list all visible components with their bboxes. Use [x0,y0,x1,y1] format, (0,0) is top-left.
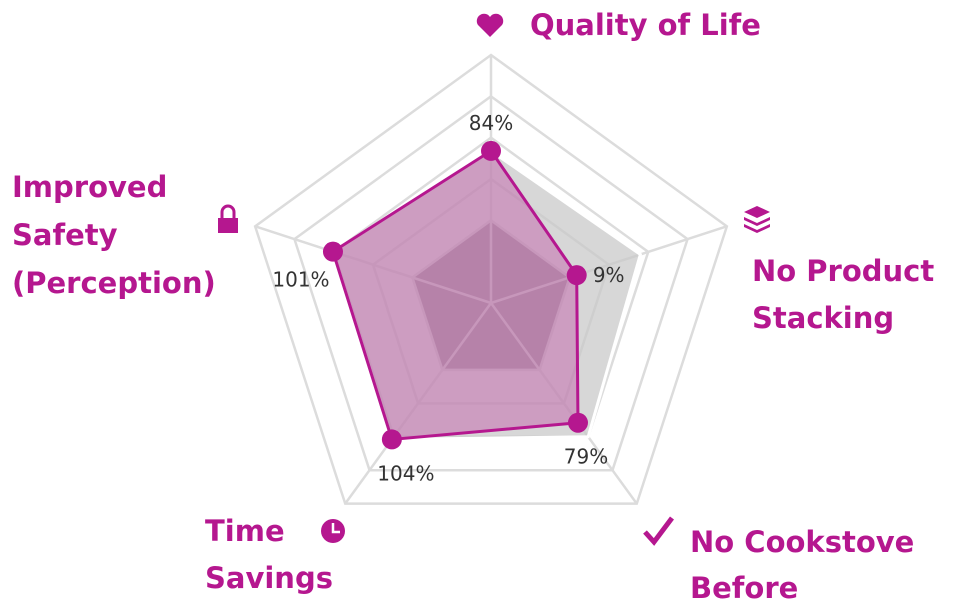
layers-icon [744,206,770,233]
data-point [381,429,402,450]
axis-label: Improved Safety (Perception) [12,170,216,300]
value-label: 79% [564,445,608,469]
axis-label: No Product Stacking [752,254,934,335]
heart-icon [476,13,504,37]
axis-label: Time Savings [205,514,333,595]
value-label: 9% [593,263,625,287]
data-point [322,241,343,262]
lock-icon [218,204,238,233]
value-label: 101% [272,268,329,292]
labels: 84% 9% 79% 104% 101% Quality of Life No Produc… [12,8,934,604]
value-label: 84% [469,111,513,135]
data-point [567,412,588,433]
check-icon [643,516,674,546]
axis-label: Quality of Life [530,8,761,42]
clock-icon [321,519,345,543]
series-area [331,148,580,442]
marks [322,140,643,450]
data-point [481,140,501,161]
grid-ring [292,94,690,472]
data-point [566,265,587,286]
value-label: 104% [377,461,434,485]
axis-label: No Cookstove Before [690,525,914,604]
grid-ring [253,53,729,505]
